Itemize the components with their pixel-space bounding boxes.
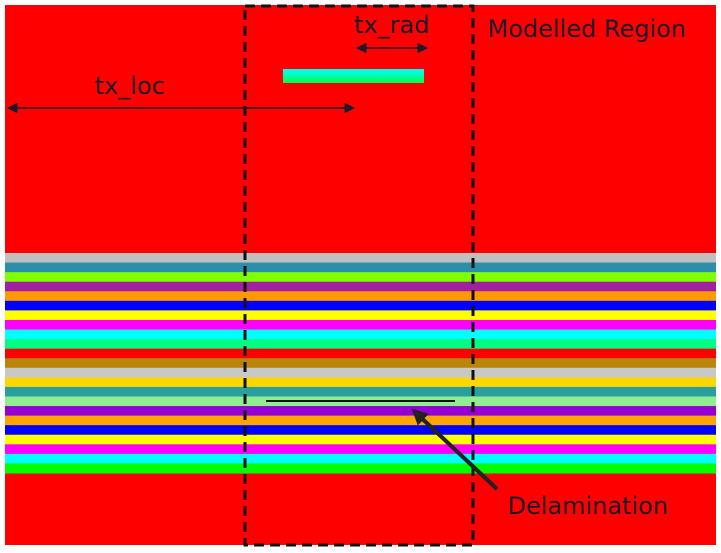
delamination-arrow [411,408,499,491]
layer [5,434,716,445]
layer [5,319,716,331]
transducer [283,69,424,83]
layer [5,367,716,378]
layer [5,377,716,388]
layer [5,329,716,340]
dashed-region [243,4,475,547]
modelled-region-label: Modelled Region [488,15,687,43]
layer [5,453,716,464]
tx-rad-label: tx_rad [354,11,429,39]
layer [5,386,716,397]
layer [5,300,716,311]
layer [5,444,716,455]
layer [5,348,716,359]
layer [5,463,716,474]
layer [5,253,716,264]
layer [5,358,716,369]
layer [5,339,716,350]
laminate-layers [5,253,716,474]
layer [5,291,716,302]
layer [5,425,716,436]
layer [5,406,716,417]
layer [5,272,716,283]
layer [5,310,716,321]
delamination-label: Delamination [508,492,669,520]
layer [5,415,716,426]
tx-loc-label: tx_loc [95,72,165,100]
layer [5,262,716,273]
layer [5,281,716,292]
